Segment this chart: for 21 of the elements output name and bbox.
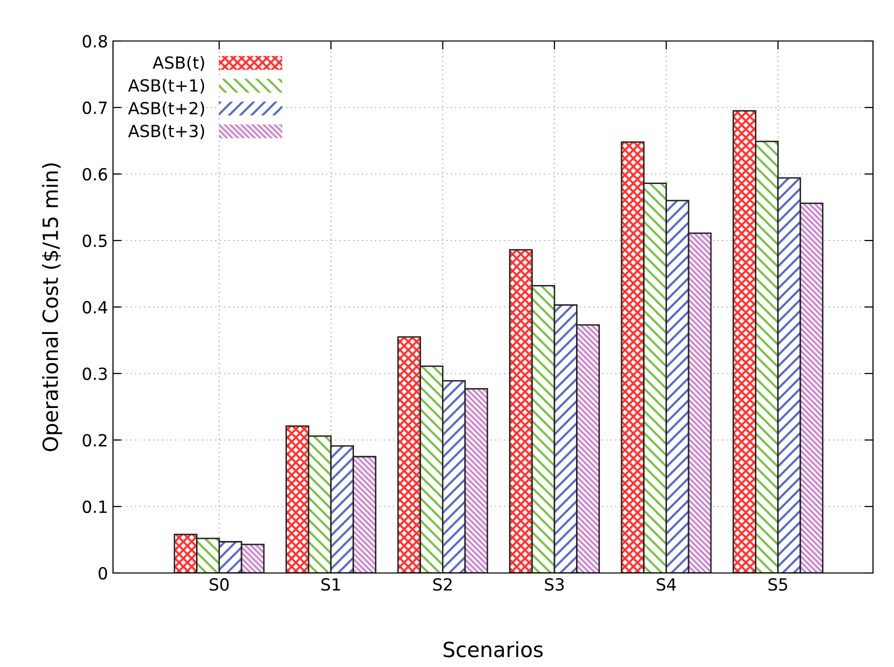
legend-label: ASB(t+1) [128,78,204,94]
x-tick-label: S4 [656,578,676,591]
y-tick-label: 0.6 [82,168,108,181]
x-tick-label: S2 [433,578,452,591]
y-tick-label: 0.1 [82,500,107,514]
y-tick-label: 0.4 [82,300,108,314]
y-tick-label: 0.3 [82,367,107,380]
x-tick-label: S1 [321,578,340,591]
x-tick-label: S5 [768,578,788,591]
y-tick-label: 0.8 [82,34,107,48]
x-tick-label: S0 [210,578,229,591]
legend-label: ASB(t) [152,56,204,71]
legend-label: ASB(t+3) [128,124,204,140]
x-tick-label: S3 [544,578,564,591]
y-tick-label: 0 [98,566,108,580]
y-tick-label: 0.7 [82,101,107,114]
y-axis-title: Operational Cost ($/15 min) [42,163,62,452]
y-tick-label: 0.2 [82,434,106,447]
x-axis-title: Scenarios [444,641,543,658]
y-tick-label: 0.5 [82,234,107,248]
legend-label: ASB(t+2) [128,102,204,116]
